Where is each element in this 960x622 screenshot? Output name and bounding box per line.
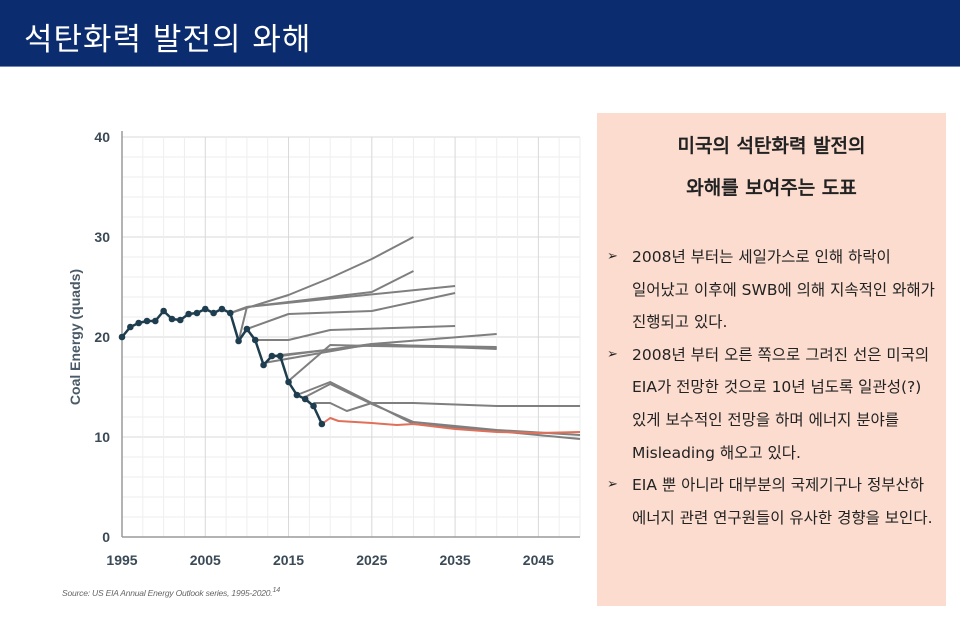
data-point <box>268 352 276 360</box>
data-point <box>260 361 267 369</box>
description-panel: 미국의 석탄화력 발전의 와해를 보여주는 도표 ➢ 2008년 부터는 세일가스… <box>597 113 946 606</box>
data-point <box>285 378 292 386</box>
data-point <box>118 333 126 341</box>
panel-title-line2: 와해를 보여주는 도표 <box>686 177 857 199</box>
historical-line <box>121 307 324 425</box>
bullet-item: ➢ 2008년 부터 오른 쪽으로 그려진 선은 미국의 EIA가 전망한 것으로… <box>607 339 941 469</box>
arrow-bullet-icon: ➢ <box>607 249 618 264</box>
source-text: Source: US EIA Annual Energy Outlook ser… <box>62 587 273 598</box>
projection-line <box>229 270 414 314</box>
projection-line <box>287 344 497 382</box>
projection-line <box>237 285 456 342</box>
x-tick-label: 2005 <box>190 552 221 568</box>
projection-line <box>304 383 581 436</box>
data-point <box>235 337 242 345</box>
data-point <box>226 309 234 317</box>
latest-projection-line <box>321 417 581 434</box>
y-tick-label: 30 <box>94 229 110 245</box>
data-point <box>135 319 142 327</box>
data-point <box>210 309 217 317</box>
x-tick-label: 2035 <box>440 552 471 568</box>
arrow-bullet-icon: ➢ <box>607 346 618 362</box>
series-lines <box>118 236 581 440</box>
y-tick-label: 40 <box>94 129 110 145</box>
projection-line <box>313 402 580 412</box>
tick-labels: 0 10 20 30 40 1995 2005 2015 2025 2035 2045 <box>94 129 554 568</box>
slide-title: 석탄화력 발전의 와해 <box>24 22 312 58</box>
source-ref: 14 <box>272 586 280 594</box>
coal-energy-chart: 0 10 20 30 40 1995 2005 2015 2025 2035 2045 Coal E… <box>67 129 581 568</box>
bullet-list: ➢ 2008년 부터는 세일가스로 인해 하락이 일어났고 이후에 SWB에 의해… <box>607 241 941 534</box>
panel-title: 미국의 석탄화력 발전의 와해를 보여주는 도표 <box>597 125 946 209</box>
data-point <box>127 323 134 331</box>
projection-line <box>255 325 456 341</box>
arrow-bullet-icon: ➢ <box>607 477 618 493</box>
projection-line <box>246 292 456 330</box>
data-point <box>160 307 167 315</box>
y-axis-label: Coal Energy (quads) <box>67 269 83 405</box>
data-point <box>243 325 251 333</box>
y-tick-label: 20 <box>94 329 110 345</box>
x-tick-label: 2025 <box>356 552 387 568</box>
chart-source: Source: US EIA Annual Energy Outlook ser… <box>62 586 280 598</box>
panel-title-line1: 미국의 석탄화력 발전의 <box>677 135 866 157</box>
bullet-text: 2008년 부터 오른 쪽으로 그려진 선은 미국의 EIA가 전망한 것으로 … <box>632 345 930 462</box>
slide-header: 석탄화력 발전의 와해 <box>0 0 960 67</box>
projection-line <box>296 381 581 440</box>
y-tick-label: 10 <box>94 429 110 445</box>
bullet-text: 2008년 부터는 세일가스로 인해 하락이 일어났고 이후에 SWB에 의해 … <box>632 248 935 332</box>
grid <box>122 136 581 537</box>
bullet-item: ➢ EIA 뿐 아니라 대부분의 국제기구나 정부산하 에너지 관련 연구원들이 … <box>607 469 941 534</box>
bullet-text: EIA 뿐 아니라 대부분의 국제기구나 정부산하 에너지 관련 연구원들이 유… <box>632 476 933 527</box>
x-tick-label: 2045 <box>523 552 554 568</box>
bullet-item: ➢ 2008년 부터는 세일가스로 인해 하락이 일어났고 이후에 SWB에 의해… <box>607 241 941 339</box>
data-point <box>143 317 151 325</box>
data-point <box>293 391 301 399</box>
x-tick-label: 1995 <box>106 552 137 568</box>
data-point <box>301 395 309 403</box>
projection-line <box>230 236 414 314</box>
data-point <box>201 305 209 313</box>
data-point <box>152 317 159 325</box>
data-point <box>251 336 259 344</box>
data-point <box>168 315 176 323</box>
data-point <box>193 309 201 317</box>
data-point <box>318 420 326 428</box>
data-point <box>176 316 184 324</box>
data-point <box>185 310 192 318</box>
y-tick-label: 0 <box>102 529 110 545</box>
data-point <box>310 402 317 410</box>
data-point <box>276 352 284 360</box>
x-tick-label: 2015 <box>273 552 304 568</box>
data-point <box>218 305 226 313</box>
